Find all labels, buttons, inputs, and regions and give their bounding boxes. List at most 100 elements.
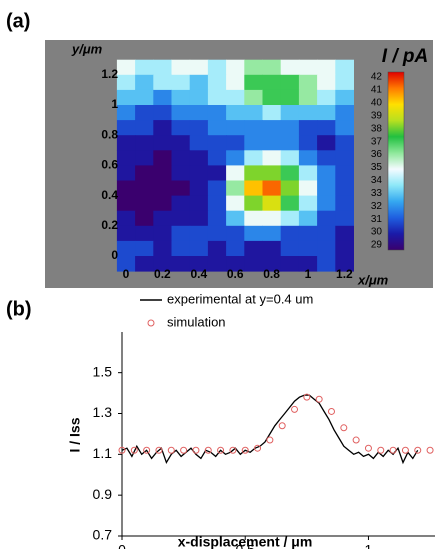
data-point xyxy=(352,436,360,444)
legend-label: experimental at y=0.4 um xyxy=(167,291,313,306)
x-tick-label: 0.8 xyxy=(263,267,280,281)
heatmap-cell xyxy=(335,120,354,136)
x-tick-label: 0 xyxy=(118,542,126,549)
heatmap-cell xyxy=(153,74,172,91)
heatmap-cell xyxy=(226,225,245,242)
heatmap-cell xyxy=(298,256,318,272)
heatmap-cell xyxy=(280,165,300,181)
heatmap-cell xyxy=(171,59,191,76)
heatmap-cell xyxy=(244,89,263,106)
data-point xyxy=(118,446,126,454)
heatmap-cell xyxy=(226,256,245,272)
heatmap-cell xyxy=(153,256,172,272)
heatmap-cell xyxy=(171,210,191,227)
heatmap-cell xyxy=(153,195,172,212)
heatmap-cell xyxy=(317,195,336,212)
data-point xyxy=(303,393,311,401)
heatmap-cell xyxy=(317,180,336,197)
heatmap-cell xyxy=(135,135,154,151)
data-point xyxy=(414,446,422,454)
data-point xyxy=(155,446,163,454)
heatmap-cell xyxy=(317,135,336,151)
data-point xyxy=(229,446,237,454)
heatmap-cell xyxy=(226,195,245,212)
heatmap-cell xyxy=(226,135,245,151)
x-tick-label: 0 xyxy=(123,267,130,281)
heatmap-cell xyxy=(298,180,318,197)
heatmap-cell xyxy=(153,225,172,242)
heatmap-cell xyxy=(280,210,300,227)
heatmap-cell xyxy=(135,59,154,76)
heatmap-cell xyxy=(207,89,227,106)
data-point xyxy=(340,424,348,432)
heatmap-cell xyxy=(171,74,191,91)
heatmap-cell xyxy=(207,165,227,181)
heatmap-cell xyxy=(116,180,136,197)
heatmap-cell xyxy=(116,240,136,257)
heatmap-cell xyxy=(171,135,191,151)
heatmap-cell xyxy=(335,165,354,181)
heatmap-cell xyxy=(280,225,300,242)
y-axis-label: y/μm xyxy=(71,41,103,56)
heatmap-cell xyxy=(189,59,209,76)
heatmap-cell xyxy=(262,210,282,227)
heatmap-cell xyxy=(244,256,263,272)
heatmap-cell xyxy=(335,74,354,91)
x-tick-label: 1 xyxy=(365,542,373,549)
heatmap-cell xyxy=(207,240,227,257)
heatmap-cell xyxy=(317,74,336,91)
heatmap-cell xyxy=(116,105,136,121)
heatmap-cell xyxy=(207,105,227,121)
colorbar-tick-label: 38 xyxy=(371,123,383,134)
data-point xyxy=(241,446,249,454)
heatmap-cell xyxy=(280,256,300,272)
colorbar xyxy=(387,71,405,251)
heatmap-cell xyxy=(298,105,318,121)
heatmap-cell xyxy=(317,120,336,136)
heatmap-cell xyxy=(298,59,318,76)
heatmap-cell xyxy=(135,210,154,227)
heatmap-cell xyxy=(262,105,282,121)
y-tick-label: 0 xyxy=(111,248,118,262)
heatmap-cell xyxy=(189,180,209,197)
heatmap-cell xyxy=(207,150,227,166)
heatmap-cell xyxy=(226,165,245,181)
heatmap-cell xyxy=(335,89,354,106)
heatmap-cell xyxy=(116,195,136,212)
x-tick-label: 1.2 xyxy=(336,267,353,281)
heatmap-cell xyxy=(189,225,209,242)
data-point xyxy=(143,446,151,454)
y-tick-label: 0.2 xyxy=(101,218,118,232)
heatmap-cell xyxy=(226,105,245,121)
y-tick-label: 1.2 xyxy=(101,67,118,81)
data-point xyxy=(278,422,286,430)
heatmap-cell xyxy=(335,105,354,121)
heatmap-cell xyxy=(317,105,336,121)
heatmap-cell xyxy=(153,135,172,151)
heatmap-cell xyxy=(280,105,300,121)
heatmap-cell xyxy=(335,59,354,76)
heatmap-cell xyxy=(298,74,318,91)
heatmap-cell xyxy=(335,210,354,227)
heatmap-cell xyxy=(335,256,354,272)
heatmap-cell xyxy=(153,165,172,181)
heatmap-cell xyxy=(244,105,263,121)
heatmap-cell xyxy=(280,240,300,257)
heatmap-cell xyxy=(207,195,227,212)
heatmap-cell xyxy=(153,105,172,121)
heatmap-cell xyxy=(298,210,318,227)
heatmap-cell xyxy=(116,135,136,151)
heatmap-cell xyxy=(298,120,318,136)
heatmap-cell xyxy=(335,150,354,166)
heatmap-cell xyxy=(262,89,282,106)
data-point xyxy=(401,446,409,454)
heatmap-cell xyxy=(226,120,245,136)
heatmap-cell xyxy=(335,195,354,212)
heatmap-cell xyxy=(244,135,263,151)
heatmap-cell xyxy=(317,256,336,272)
heatmap-cell xyxy=(280,59,300,76)
heatmap-cell xyxy=(171,120,191,136)
data-point xyxy=(130,446,138,454)
heatmap-cell xyxy=(226,240,245,257)
heatmap-cell xyxy=(116,120,136,136)
